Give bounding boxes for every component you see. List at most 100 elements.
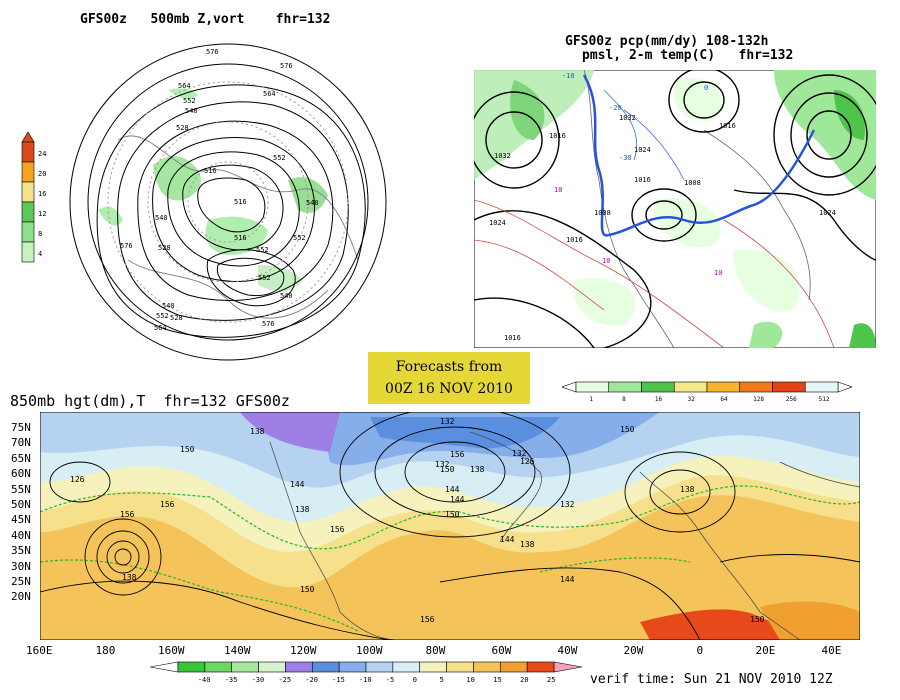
lat-label: 70N [11,436,31,450]
colorbar-swatch [204,661,233,673]
colorbar-label: 24 [38,150,46,158]
contour-label: 576 [206,48,219,56]
contour-label: 528 [158,244,171,252]
colorbar-label: 1 [589,396,593,403]
contour-label: 150 [440,465,455,474]
colorbar-label: 25 [547,676,555,684]
colorbar-swatch [21,221,35,243]
colorbar-label: -20 [305,676,318,684]
colorbar-swatch [772,381,806,393]
lon-label: 180 [95,644,116,657]
colorbar-swatch [285,661,313,673]
colorbar-label: 4 [38,250,42,258]
contour-label: 144 [500,535,515,544]
colorbar-label: 256 [786,396,797,403]
contour-label: 150 [620,425,635,434]
colorbar-swatch [641,381,675,393]
colorbar-label: -5 [386,676,394,684]
temp-label: -20 [609,104,622,112]
colorbar-swatch [473,661,501,673]
contour-label: 552 [256,246,269,254]
colorbar-label: 8 [38,230,42,238]
lat-label: 65N [11,451,31,465]
verification-time: verif time: Sun 21 NOV 2010 12Z [590,672,833,687]
colorbar-swatch [706,381,741,393]
colorbar-swatch [446,661,474,673]
isobar-label: 1008 [684,179,701,187]
lon-label: 100W [356,644,383,657]
colorbar-swatch [499,661,528,673]
contour-label: 516 [234,198,247,206]
panel-500mb-title: GFS00z 500mb Z,vort fhr=132 [80,12,331,27]
panel-pcp-title-1: GFS00z pcp(mm/dy) 108-132h [565,34,769,49]
isobar-label: 1016 [634,176,651,184]
contour-label: 552 [183,97,196,105]
colorbar-swatch [338,661,367,673]
contour-label: 132 [512,449,527,458]
contour-label: 552 [273,154,286,162]
contour-label: 138 [250,427,265,436]
contour-label: 126 [520,457,535,466]
contour-label: 552 [156,312,169,320]
lat-label: 50N [11,498,31,511]
contour-label: 540 [185,107,198,115]
colorbar-swatch [21,161,35,183]
lat-label: 60N [11,467,31,481]
colorbar-label: 32 [688,396,696,403]
lon-label: 140W [224,644,251,657]
contour-label: 132 [440,417,455,426]
contour-label: 132 [560,500,575,509]
colorbar-temperature: -40 -35 -30 -25 -20 -15 -10 -5 0 5 10 15 20 25 [150,661,582,684]
colorbar-label: 64 [720,396,728,403]
colorbar-label: 20 [520,676,528,684]
contour-label: 150 [180,445,195,454]
colorbar-swatch [311,661,340,673]
colorbar-swatch [21,241,35,263]
contour-label: 552 [293,234,306,242]
colorbar-swatch [575,381,610,393]
contour-label: 126 [70,475,85,484]
lon-label: 60W [491,644,512,657]
colorbar-label: 8 [622,396,626,403]
forecast-line-1: Forecasts from [395,359,503,375]
panel-pcp-title-2: pmsl, 2-m temp(C) fhr=132 [582,48,794,63]
colorbar-swatch [177,661,206,673]
map-500mb-polar: 576 564 552 540 528 516 576 552 540 528 … [69,43,387,361]
colorbar-label: 5 [440,676,444,684]
colorbar-label: -15 [332,676,345,684]
contour-label: 144 [290,480,305,489]
temp-label: -10 [562,72,575,80]
contour-label: 144 [450,495,465,504]
colorbar-swatch [739,381,773,393]
colorbar-label: -25 [278,676,291,684]
contour-label: 156 [160,500,175,509]
isobar-label: 1024 [489,219,506,227]
colorbar-vorticity: 24 20 16 12 8 4 [21,132,46,263]
lon-label: 40W [557,644,578,657]
lon-label: 80W [425,644,446,657]
contour-label: 540 [162,302,175,310]
panel-850mb-title: 850mb hgt(dm),T fhr=132 GFS00z [10,392,290,410]
temp-label: 10 [602,257,610,265]
contour-label: 576 [262,320,275,328]
contour-label: 150 [750,615,765,624]
colorbar-swatch [21,181,35,203]
colorbar-swatch [392,661,421,673]
map-pcp-pmsl: 1032 1016 1032 1024 1016 1008 1024 1016 … [474,70,876,348]
colorbar-swatch [419,661,447,673]
contour-label: 540 [280,292,293,300]
lon-label: 160E [26,644,53,657]
lon-label: 20E [755,644,776,657]
contour-label: 156 [120,510,135,519]
contour-label: 528 [170,314,183,322]
lat-label: 40N [11,528,31,542]
forecast-init-box: Forecasts from 00Z 16 NOV 2010 [368,352,530,404]
forecast-line-2: 00Z 16 NOV 2010 [385,381,513,397]
colorbar-label: 16 [38,190,46,198]
isobar-label: 1016 [719,122,736,130]
colorbar-swatch [365,661,394,673]
colorbar-swatch [231,661,259,673]
contour-label: 138 [295,505,310,514]
contour-label: 144 [445,485,460,494]
